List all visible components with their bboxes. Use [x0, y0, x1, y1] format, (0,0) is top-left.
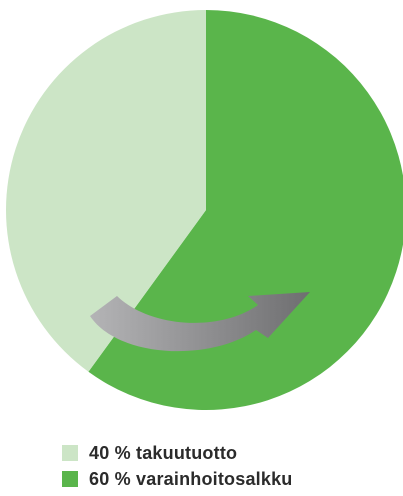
legend-item-takuutuotto: 40 % takuutuotto [62, 440, 292, 466]
pie-chart [5, 10, 403, 410]
legend-swatch-varainhoitosalkku [62, 471, 78, 487]
legend: 40 % takuutuotto 60 % varainhoitosalkku [62, 440, 292, 492]
pie-slice-varainhoitosalkku [88, 10, 403, 410]
pie-slice-takuutuotto [5, 10, 206, 372]
pie-slices [5, 10, 403, 410]
arrow-shape [90, 292, 310, 352]
legend-swatch-takuutuotto [62, 445, 78, 461]
curved-arrow-icon [90, 292, 310, 352]
legend-item-varainhoitosalkku: 60 % varainhoitosalkku [62, 466, 292, 492]
legend-label-varainhoitosalkku: 60 % varainhoitosalkku [89, 468, 293, 489]
legend-label-takuutuotto: 40 % takuutuotto [89, 442, 238, 463]
